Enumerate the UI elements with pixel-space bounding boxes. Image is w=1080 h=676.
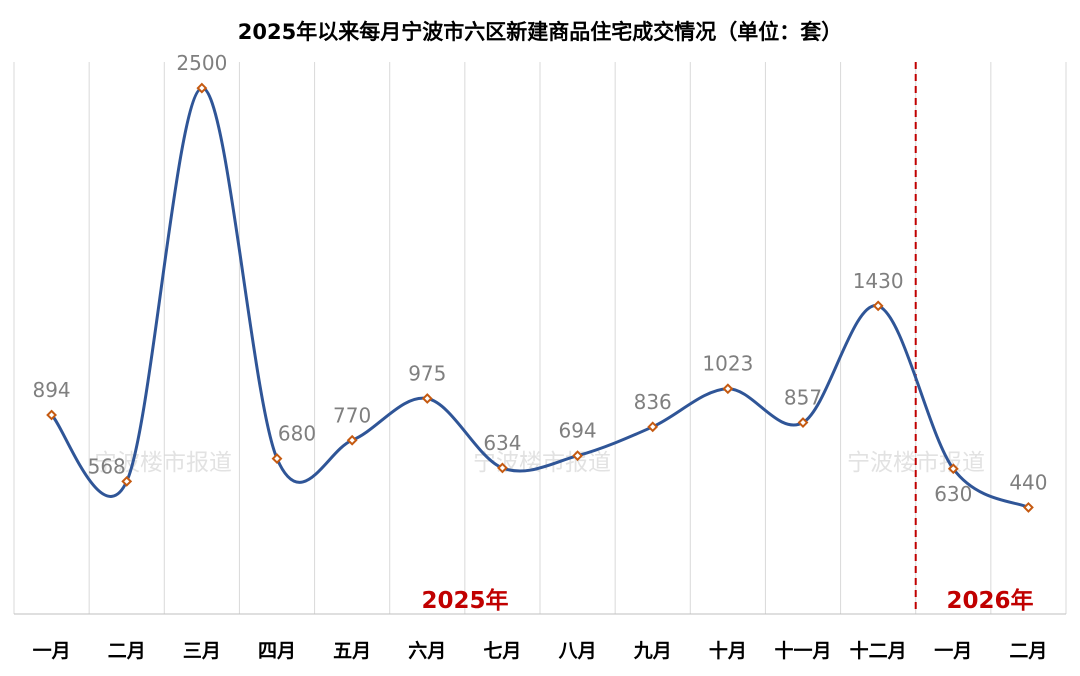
- x-tick-label: 四月: [258, 640, 296, 662]
- data-point-marker: [647, 421, 659, 433]
- data-label: 694: [558, 419, 596, 443]
- watermarks: 宁波楼市报道 宁波楼市报道 宁波楼市报道: [94, 450, 985, 476]
- data-point-marker: [1023, 502, 1034, 513]
- data-label: 1430: [853, 269, 904, 293]
- data-point-marker: [497, 462, 508, 474]
- data-label: 680: [278, 422, 316, 446]
- x-tick-label: 九月: [633, 640, 672, 662]
- data-point-marker: [797, 417, 809, 428]
- data-label: 857: [784, 386, 822, 410]
- data-label: 630: [934, 482, 972, 506]
- x-tick-label: 三月: [183, 640, 221, 662]
- data-point-marker: [421, 393, 433, 404]
- data-label: 975: [408, 362, 446, 386]
- data-point-marker: [722, 383, 734, 395]
- x-tick-label: 七月: [483, 640, 521, 662]
- data-label: 836: [634, 390, 672, 414]
- data-point-marker: [121, 475, 133, 487]
- data-label: 440: [1009, 470, 1047, 494]
- data-label: 770: [333, 403, 371, 427]
- data-label: 2500: [176, 51, 227, 75]
- data-point-marker: [872, 300, 884, 312]
- data-label: 568: [88, 454, 126, 478]
- x-tick-label: 五月: [333, 640, 371, 662]
- x-tick-label: 十一月: [774, 639, 831, 662]
- x-tick-label: 八月: [559, 640, 597, 662]
- x-axis-tick-labels: 一月 二月 三月 四月 五月 六月 七月 八月 九月 十月 十一月 十二月 一月 二月: [33, 639, 1048, 662]
- x-tick-label: 十二月: [850, 639, 907, 662]
- data-point-marker: [947, 463, 959, 475]
- x-tick-label: 一月: [934, 640, 972, 662]
- x-tick-label: 一月: [33, 640, 71, 662]
- data-point-marker: [572, 450, 583, 462]
- year-label-2026: 2026年: [946, 587, 1033, 614]
- data-labels: 894 568 2500 680 770 975 634 694 836 1023 857 1430 6…: [32, 51, 1047, 506]
- data-point-marker: [46, 409, 57, 421]
- x-tick-label: 六月: [408, 639, 446, 662]
- x-tick-label: 二月: [1009, 640, 1047, 662]
- gridlines: [13, 62, 1067, 615]
- data-label: 894: [32, 378, 70, 402]
- data-point-marker: [196, 82, 208, 94]
- data-label: 1023: [702, 352, 753, 376]
- data-markers: [46, 82, 1034, 513]
- year-label-2025: 2025年: [421, 587, 508, 614]
- data-point-marker: [271, 453, 283, 464]
- data-label: 634: [483, 431, 521, 455]
- data-point-marker: [346, 434, 358, 446]
- series-line: [50, 86, 1030, 509]
- x-tick-label: 二月: [108, 640, 146, 662]
- chart-title: 2025年以来每月宁波市六区新建商品住宅成交情况（单位：套）: [238, 20, 842, 44]
- x-tick-label: 十月: [709, 639, 747, 662]
- watermark-text: 宁波楼市报道: [94, 450, 232, 476]
